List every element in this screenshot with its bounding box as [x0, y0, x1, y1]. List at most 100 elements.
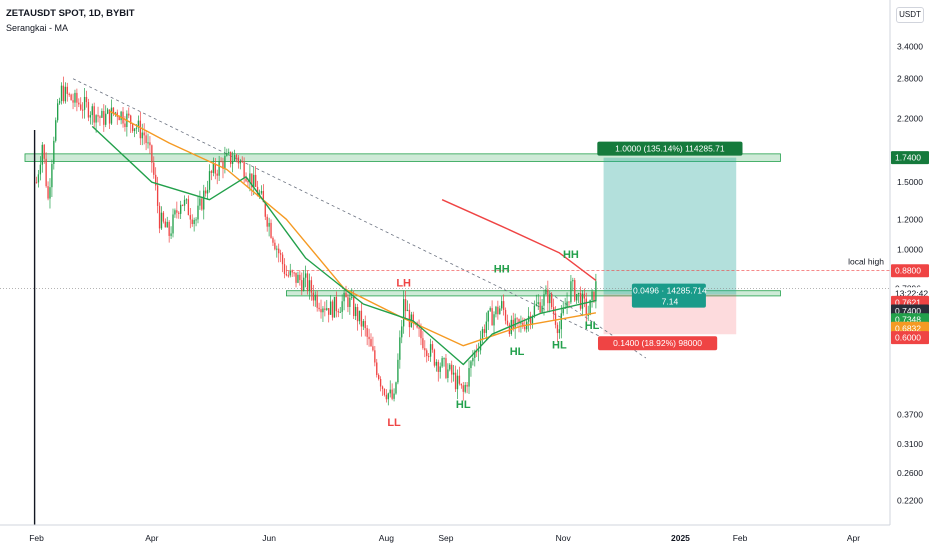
local-high-label: local high [848, 257, 884, 267]
candle [180, 200, 182, 220]
candle [433, 348, 436, 368]
candle-body [78, 102, 80, 105]
candle-body [226, 153, 228, 156]
candle-body [35, 182, 38, 184]
candle-body [587, 314, 589, 316]
candle-body [383, 388, 386, 395]
candle-body [351, 297, 353, 299]
candle-body [145, 135, 147, 143]
candle-body [62, 85, 65, 102]
candle-body [451, 364, 453, 375]
candle [516, 317, 518, 327]
candle [574, 277, 576, 302]
candle [78, 98, 80, 108]
candle-body [543, 294, 545, 306]
structure-label: LL [387, 417, 401, 429]
candle [483, 324, 486, 338]
candle-body [130, 115, 132, 124]
candle [431, 340, 434, 353]
candle-body [435, 361, 438, 366]
candle-body [180, 204, 182, 214]
candle [205, 187, 207, 197]
candle [287, 271, 290, 278]
candle-body [385, 394, 388, 400]
candle [520, 315, 522, 333]
candle [116, 109, 118, 125]
candle-body [576, 294, 578, 301]
candle-body [208, 171, 211, 190]
candle [58, 97, 61, 105]
candle [458, 366, 461, 386]
candle [360, 302, 363, 337]
candle-body [535, 303, 537, 306]
candle [170, 226, 172, 239]
candle [56, 98, 59, 123]
candle [133, 128, 136, 138]
candle [74, 89, 76, 108]
candle-body [443, 358, 445, 360]
structure-label: HL [456, 399, 471, 411]
candle-body [91, 106, 93, 116]
candle [366, 325, 368, 346]
moving-averages-layer [91, 110, 597, 366]
candle [477, 342, 480, 362]
y-tick-label: 0.2200 [897, 496, 923, 506]
candle [556, 322, 559, 342]
candle [497, 300, 499, 320]
candle-body [379, 378, 382, 387]
price-tag: 1.7400 [891, 151, 929, 165]
target-label: 1.0000 (135.14%) 114285.71 [597, 141, 743, 156]
y-tick-label: 3.4000 [897, 41, 923, 51]
zones-layer [24, 153, 781, 297]
candle [168, 220, 170, 243]
candle-body [291, 270, 293, 273]
candle-body [168, 221, 170, 236]
currency-button[interactable]: USDT [896, 7, 924, 23]
candle [228, 148, 230, 156]
candle [526, 319, 528, 333]
candle [495, 305, 497, 318]
candle [401, 319, 403, 344]
candle-body [201, 198, 203, 210]
price-tag-text: 0.7400 [895, 306, 921, 316]
candle-body [493, 314, 495, 326]
candle-body [131, 123, 134, 132]
candle-body [229, 151, 232, 164]
candle [239, 158, 241, 170]
candle-body [276, 248, 278, 250]
candle [241, 156, 243, 164]
candle-body [272, 237, 274, 243]
y-tick-label: 1.2000 [897, 214, 923, 224]
candle-body [397, 359, 399, 383]
candle [439, 362, 441, 379]
candle [429, 338, 432, 362]
candle [539, 296, 541, 314]
candle [158, 202, 161, 234]
candle [552, 298, 555, 320]
candle-body [502, 301, 505, 310]
candle [218, 155, 220, 182]
candle-body [49, 187, 51, 199]
candle [193, 217, 195, 232]
candle [533, 300, 536, 319]
moving-average-2 [91, 125, 597, 366]
candle [318, 302, 320, 312]
candle [487, 310, 489, 331]
candle-body [56, 103, 59, 121]
candle [399, 330, 401, 369]
candle [149, 136, 151, 154]
candle-body [153, 162, 155, 175]
candle-body [245, 178, 247, 182]
candle-body [287, 275, 290, 277]
candle-body [183, 199, 186, 206]
candle-body [349, 297, 351, 307]
candle [249, 164, 251, 192]
structure-label: LH [396, 278, 411, 290]
candle [295, 272, 297, 288]
candle [499, 305, 501, 315]
candle-body [297, 274, 299, 283]
candle [285, 265, 288, 277]
candle [558, 321, 561, 339]
